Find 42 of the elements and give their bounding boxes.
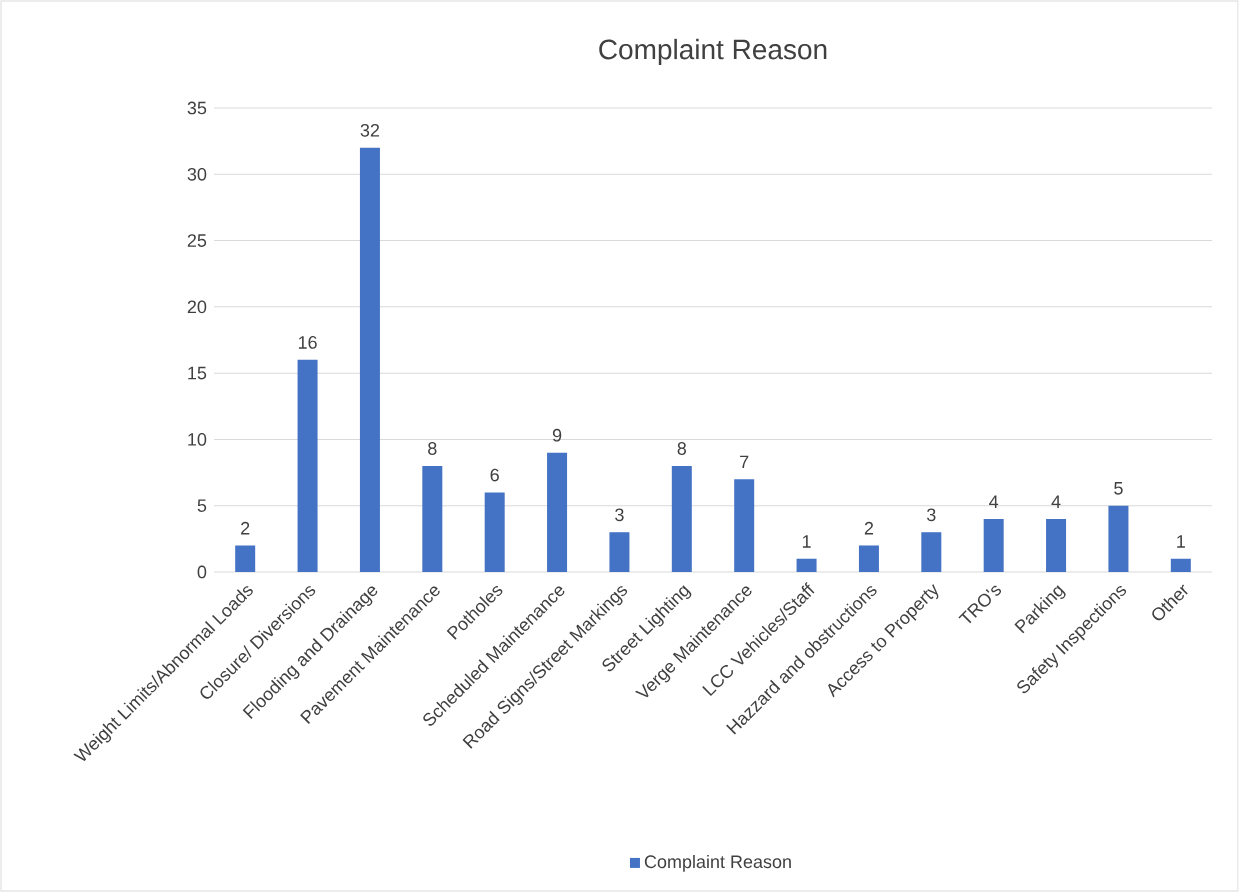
bar [422, 465, 443, 572]
data-label: 32 [360, 123, 380, 137]
y-tick-label: 15 [188, 366, 207, 380]
bar [921, 532, 942, 572]
chart-title: Complaint Reason [599, 38, 827, 65]
y-tick-label: 0 [197, 565, 207, 579]
bar [1046, 518, 1067, 572]
bar [235, 545, 256, 572]
legend-label: Complaint Reason [644, 854, 791, 872]
y-tick-label: 25 [187, 234, 207, 247]
data-label: 4 [1051, 495, 1061, 508]
data-label: 1 [802, 535, 811, 548]
y-tick-label: 35 [187, 101, 207, 115]
y-tick-label: 20 [187, 300, 207, 314]
bar [297, 359, 318, 572]
data-label: 4 [989, 495, 999, 508]
bar [484, 492, 505, 572]
data-label: 8 [428, 442, 437, 455]
data-label: 5 [1114, 482, 1123, 495]
bar [796, 558, 817, 572]
data-label: 2 [241, 521, 250, 535]
bar [1108, 505, 1129, 572]
y-tick-label: 30 [187, 167, 207, 181]
bar [609, 532, 630, 572]
bar [547, 452, 568, 572]
data-label: 2 [864, 521, 874, 535]
data-label: 8 [677, 442, 687, 455]
bar [858, 545, 879, 572]
bar [671, 465, 692, 572]
y-tick-label: 10 [188, 433, 207, 446]
data-label: 6 [490, 468, 499, 482]
bar [734, 479, 755, 572]
data-label: 16 [298, 336, 317, 349]
y-tick-label: 5 [197, 499, 207, 512]
bar [1170, 558, 1191, 572]
data-label: 3 [615, 508, 624, 522]
data-label: 7 [740, 455, 749, 469]
data-label: 9 [552, 428, 562, 442]
bar [359, 147, 380, 572]
data-label: 3 [927, 508, 936, 522]
bar [983, 518, 1004, 572]
data-label: 1 [1177, 535, 1185, 548]
